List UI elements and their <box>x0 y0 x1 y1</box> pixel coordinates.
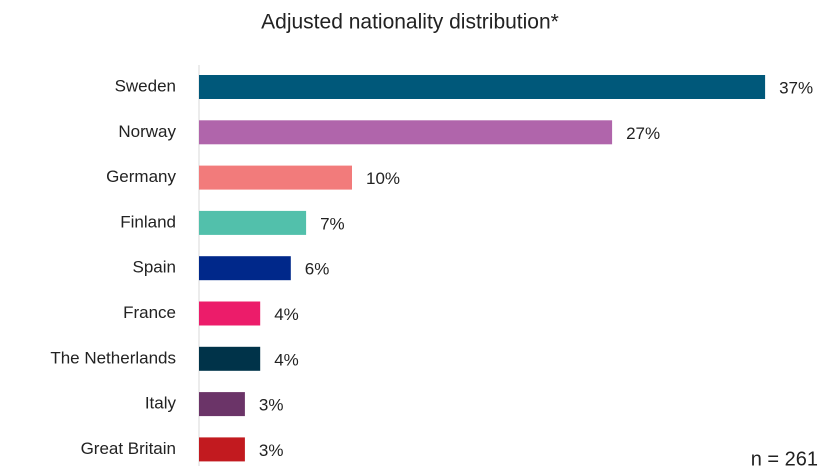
chart-title: Adjusted nationality distribution* <box>261 11 559 34</box>
bar <box>199 165 352 190</box>
bar <box>199 301 261 326</box>
annotation: n = 261 <box>751 448 818 470</box>
category-label: The Netherlands <box>50 348 176 367</box>
value-label: 10% <box>366 169 400 188</box>
bar <box>199 256 291 281</box>
value-label: 3% <box>259 396 284 415</box>
bar <box>199 392 245 417</box>
bar <box>199 210 307 235</box>
category-label: Norway <box>118 122 176 141</box>
value-label: 7% <box>320 214 345 233</box>
bar <box>199 75 766 99</box>
category-label: Germany <box>106 167 176 186</box>
category-label: France <box>123 303 176 322</box>
value-label: 37% <box>779 78 813 97</box>
value-label: 3% <box>259 441 284 460</box>
category-label: Great Britain <box>81 439 176 458</box>
bar <box>199 437 245 462</box>
value-label: 4% <box>274 305 299 324</box>
bar <box>199 120 613 145</box>
category-label: Sweden <box>115 76 176 95</box>
value-label: 27% <box>626 124 660 143</box>
category-label: Finland <box>120 212 176 231</box>
value-label: 6% <box>305 260 330 279</box>
category-label: Spain <box>133 258 176 277</box>
category-label: Italy <box>145 394 177 413</box>
value-label: 4% <box>274 350 299 369</box>
bar <box>199 346 261 371</box>
